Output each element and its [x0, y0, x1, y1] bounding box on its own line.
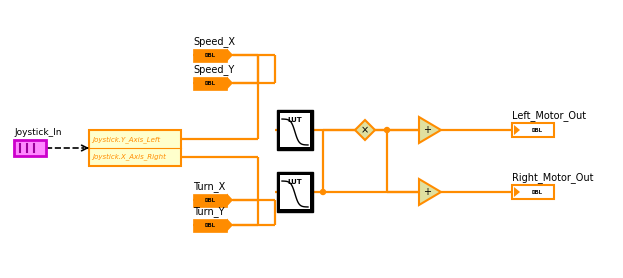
Text: Joystick.Y_Axis_Left: Joystick.Y_Axis_Left: [92, 136, 160, 143]
Text: LUT: LUT: [288, 179, 302, 185]
FancyBboxPatch shape: [277, 110, 313, 150]
Text: DBL: DBL: [531, 190, 543, 195]
FancyBboxPatch shape: [512, 123, 554, 137]
Text: +: +: [423, 187, 431, 197]
Polygon shape: [419, 117, 441, 143]
Polygon shape: [514, 125, 520, 135]
Text: Joystick.X_Axis_Right: Joystick.X_Axis_Right: [92, 153, 166, 160]
FancyBboxPatch shape: [280, 175, 310, 209]
FancyBboxPatch shape: [280, 113, 310, 147]
FancyBboxPatch shape: [193, 219, 227, 232]
Text: DBL: DBL: [531, 128, 543, 133]
Polygon shape: [514, 187, 520, 197]
Polygon shape: [227, 76, 233, 90]
Polygon shape: [227, 48, 233, 61]
FancyBboxPatch shape: [14, 140, 46, 156]
FancyBboxPatch shape: [512, 185, 554, 199]
Text: LUT: LUT: [288, 117, 302, 123]
Text: Joystick_In: Joystick_In: [14, 128, 62, 137]
Text: Left_Motor_Out: Left_Motor_Out: [512, 110, 586, 121]
Polygon shape: [227, 193, 233, 207]
Text: Turn_Y: Turn_Y: [193, 206, 224, 217]
FancyBboxPatch shape: [193, 76, 227, 90]
FancyBboxPatch shape: [277, 172, 313, 212]
FancyBboxPatch shape: [89, 130, 181, 166]
Text: DBL: DBL: [204, 53, 216, 58]
Text: Right_Motor_Out: Right_Motor_Out: [512, 172, 594, 183]
Polygon shape: [419, 179, 441, 205]
Text: ×: ×: [361, 125, 369, 135]
Text: Turn_X: Turn_X: [193, 181, 226, 192]
Text: DBL: DBL: [204, 222, 216, 227]
Text: +: +: [423, 125, 431, 135]
Text: Speed_X: Speed_X: [193, 36, 235, 46]
Text: DBL: DBL: [204, 81, 216, 86]
Text: Speed_Y: Speed_Y: [193, 64, 234, 75]
Polygon shape: [227, 219, 233, 232]
Polygon shape: [355, 120, 375, 140]
Text: DBL: DBL: [204, 197, 216, 202]
FancyBboxPatch shape: [193, 48, 227, 61]
FancyBboxPatch shape: [193, 193, 227, 207]
Circle shape: [384, 128, 389, 133]
Circle shape: [320, 190, 325, 195]
